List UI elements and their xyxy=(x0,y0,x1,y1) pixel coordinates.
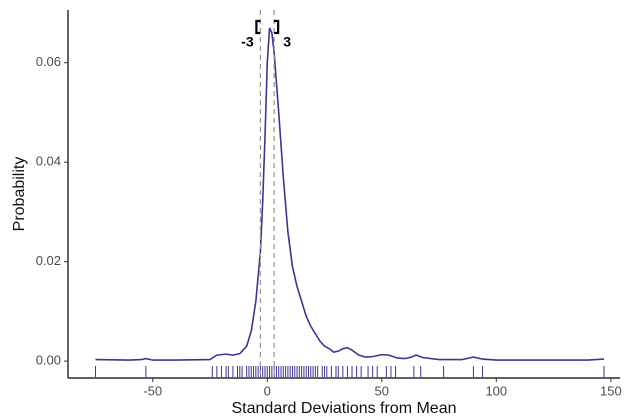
x-tick-label: 50 xyxy=(375,383,389,398)
x-axis-title: Standard Deviations from Mean xyxy=(232,400,457,417)
x-tick-label: -50 xyxy=(143,383,162,398)
bracket xyxy=(274,19,280,35)
x-tick-label: 0 xyxy=(264,383,271,398)
y-tick-label: 0.06 xyxy=(36,54,61,69)
density-line xyxy=(95,27,605,361)
y-axis-title: Probability xyxy=(11,157,28,232)
y-tick-label: 0.04 xyxy=(36,154,61,169)
x-tick-label: 150 xyxy=(600,383,622,398)
bracket xyxy=(255,19,261,35)
reference-label: 3 xyxy=(283,34,291,50)
y-tick-label: 0.00 xyxy=(36,353,61,368)
x-tick-label: 100 xyxy=(485,383,507,398)
reference-label: -3 xyxy=(241,34,254,50)
y-tick-label: 0.02 xyxy=(36,253,61,268)
